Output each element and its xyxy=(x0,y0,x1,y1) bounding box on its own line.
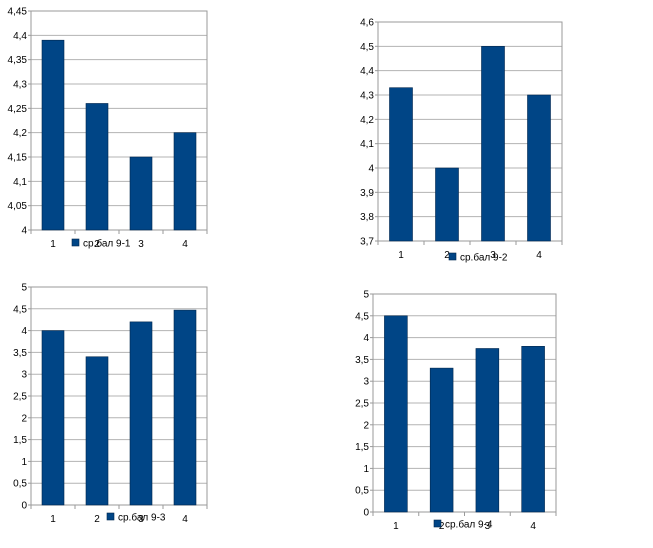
bar xyxy=(389,87,413,242)
bar xyxy=(41,330,65,506)
y-tick-label: 0 xyxy=(21,501,27,512)
bar xyxy=(475,348,500,513)
y-tick-label: 3,9 xyxy=(360,188,374,199)
legend-label: ср.бал 9-3 xyxy=(118,512,166,524)
x-tick-label: 1 xyxy=(50,514,56,525)
bar xyxy=(481,46,505,242)
y-tick-label: 4 xyxy=(368,164,374,175)
y-tick-label: 4,45 xyxy=(8,7,28,18)
chart-3: 0 0,5 1 1,5 2 2,5 3 3,5 4 4,5 5 1 2 3 4 ср.бал 9-3 xyxy=(13,283,208,525)
y-tick-label: 1 xyxy=(363,464,369,475)
y-tick-label: 0 xyxy=(363,508,369,519)
y-tick-label: 4,4 xyxy=(13,31,27,42)
x-tick-label: 3 xyxy=(485,521,491,532)
y-tick-label: 4 xyxy=(21,326,27,337)
y-tick-label: 5 xyxy=(363,290,369,301)
bar xyxy=(85,103,109,231)
y-tick-label: 4,1 xyxy=(13,177,27,188)
bar xyxy=(384,315,408,513)
x-tick-label: 3 xyxy=(138,514,144,525)
y-tick-label: 4,5 xyxy=(355,311,369,322)
bar xyxy=(429,367,454,513)
y-tick-label: 4 xyxy=(363,333,369,344)
x-tick-label: 4 xyxy=(182,239,188,250)
chart-4: 0 0,5 1 1,5 2 2,5 3 3,5 4 4,5 5 1 2 3 4 ср.бал 9-4 xyxy=(355,290,557,532)
y-tick-label: 4,2 xyxy=(13,128,27,139)
y-tick-label: 2,5 xyxy=(355,399,369,410)
x-tick-label: 2 xyxy=(439,521,445,532)
y-tick-label: 3 xyxy=(363,377,369,388)
legend-swatch xyxy=(71,238,80,247)
y-tick-label: 0,5 xyxy=(13,479,27,490)
bar xyxy=(527,94,551,242)
bar xyxy=(521,346,545,513)
y-tick-label: 3,5 xyxy=(13,348,27,359)
y-tick-label: 1 xyxy=(21,457,27,468)
x-tick-label: 1 xyxy=(50,239,56,250)
y-tick-label: 4,15 xyxy=(8,153,28,164)
x-tick-label: 3 xyxy=(138,239,144,250)
y-tick-label: 3 xyxy=(21,370,27,381)
y-tick-label: 2 xyxy=(363,420,369,431)
y-tick-label: 4,5 xyxy=(360,42,374,53)
bar xyxy=(435,167,459,242)
y-tick-label: 4,25 xyxy=(8,104,28,115)
x-tick-label: 2 xyxy=(444,250,450,261)
x-tick-label: 3 xyxy=(490,250,496,261)
y-tick-label: 0,5 xyxy=(355,486,369,497)
y-tick-label: 1,5 xyxy=(13,435,27,446)
y-tick-label: 4,1 xyxy=(360,139,374,150)
chart-2: 3,7 3,8 3,9 4 4,1 4,2 4,3 4,4 4,5 4,6 1 2 3 4 ср.бал 9… xyxy=(360,18,563,264)
bar xyxy=(173,132,197,231)
y-tick-label: 4 xyxy=(21,226,27,237)
y-tick-label: 1,5 xyxy=(355,442,369,453)
y-tick-label: 4,5 xyxy=(13,304,27,315)
legend-swatch xyxy=(106,512,115,521)
y-tick-label: 2,5 xyxy=(13,392,27,403)
x-tick-label: 4 xyxy=(530,521,536,532)
bar xyxy=(173,309,197,506)
y-tick-label: 4,35 xyxy=(8,55,28,66)
y-tick-label: 4,4 xyxy=(360,66,374,77)
legend-label: ср.бал 9-2 xyxy=(460,252,508,264)
bar xyxy=(129,321,153,506)
x-tick-label: 2 xyxy=(94,514,100,525)
y-tick-label: 5 xyxy=(21,283,27,294)
y-tick-label: 3,7 xyxy=(360,237,374,248)
y-tick-label: 4,6 xyxy=(360,18,374,29)
legend-label: ср.бал 9-4 xyxy=(445,519,493,531)
bar xyxy=(85,356,109,506)
bar xyxy=(129,156,153,231)
y-tick-label: 3,5 xyxy=(355,355,369,366)
x-tick-label: 2 xyxy=(94,239,100,250)
legend-swatch xyxy=(433,519,442,528)
y-tick-label: 4,05 xyxy=(8,201,28,212)
x-tick-label: 4 xyxy=(536,250,542,261)
y-tick-label: 3,8 xyxy=(360,212,374,223)
y-tick-label: 4,3 xyxy=(13,80,27,91)
legend-label: ср.бал 9-1 xyxy=(83,238,131,250)
y-tick-label: 4,3 xyxy=(360,91,374,102)
legend-swatch xyxy=(448,252,457,261)
bar xyxy=(41,39,65,231)
y-tick-label: 2 xyxy=(21,413,27,424)
chart-1: 4 4,05 4,1 4,15 4,2 4,25 4,3 4,35 4,4 4,45 1 2 3 4 ср.… xyxy=(8,7,208,250)
x-tick-label: 1 xyxy=(398,250,404,261)
x-tick-label: 4 xyxy=(182,514,188,525)
y-tick-label: 4,2 xyxy=(360,115,374,126)
x-tick-label: 1 xyxy=(393,521,399,532)
